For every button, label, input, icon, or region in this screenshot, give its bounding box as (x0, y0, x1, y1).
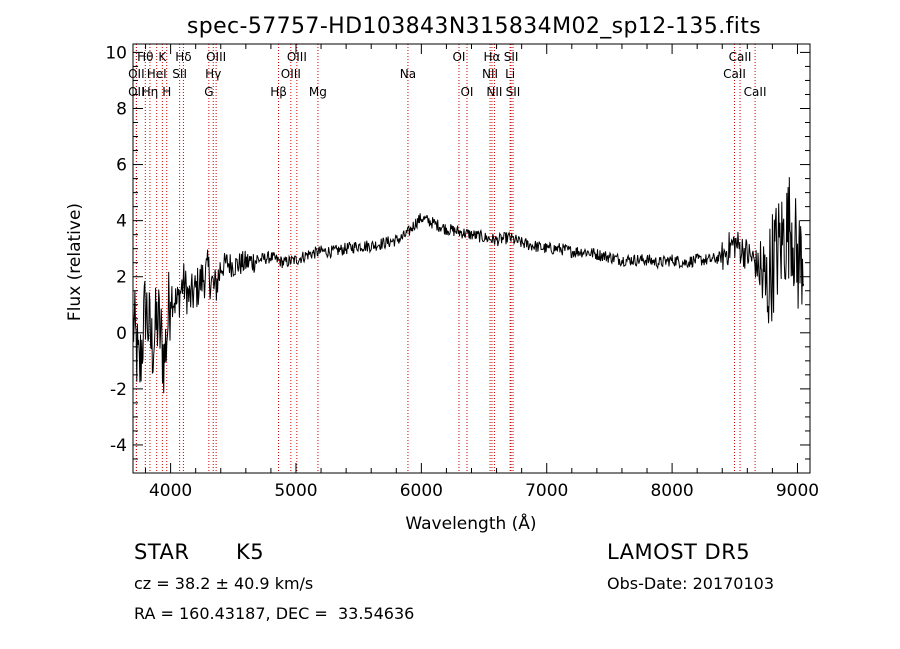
y-tick-label: -2 (110, 380, 127, 400)
line-label: CaII (729, 50, 752, 64)
obs-date: Obs-Date: 20170103 (607, 574, 775, 593)
line-label: OII (128, 67, 145, 81)
line-label: Hβ (270, 85, 287, 99)
line-label: NII (486, 85, 502, 99)
x-tick-label: 5000 (274, 481, 317, 501)
x-tick-label: 4000 (149, 481, 192, 501)
y-tick-label: 10 (105, 43, 127, 63)
y-axis-label: Flux (relative) (65, 203, 85, 321)
redshift-readout: cz = 38.2 ± 40.9 km/s (134, 574, 314, 593)
line-label: OII (128, 85, 145, 99)
x-tick-label: 9000 (776, 481, 819, 501)
line-label: Hα (483, 50, 500, 64)
spectral-line-labels: Hθ OII OII K HeI Hη H Hδ SII OIII Hγ G OIII OIII Hβ Mg N… (128, 50, 766, 99)
line-label: CaII (723, 67, 746, 81)
line-label: OIII (287, 50, 307, 64)
plot-frame (132, 43, 811, 474)
line-label: OI (460, 85, 473, 99)
line-label: K (158, 50, 167, 64)
line-label: NII (482, 67, 498, 81)
x-tick-label: 7000 (525, 481, 568, 501)
x-tick-label: 8000 (650, 481, 693, 501)
object-class: STAR (134, 540, 190, 564)
line-label: Mg (309, 85, 327, 99)
y-tick-label: 2 (116, 268, 127, 288)
y-tick-label: 4 (116, 212, 127, 232)
line-label: Hθ (137, 50, 153, 64)
line-label: OI (452, 50, 465, 64)
line-label: Hη (142, 85, 159, 99)
line-label: G (204, 85, 213, 99)
coordinates: RA = 160.43187, DEC = 33.54636 (134, 604, 415, 623)
y-axis: -4 -2 0 2 4 6 8 10 (105, 43, 810, 460)
line-label: OIII (281, 67, 301, 81)
x-tick-label: 6000 (400, 481, 443, 501)
object-subclass: K5 (236, 540, 265, 564)
spectrum-line (132, 177, 805, 394)
line-label: SII (172, 67, 187, 81)
line-label: Hγ (205, 67, 221, 81)
x-axis-label: Wavelength (Å) (405, 512, 536, 534)
x-axis: 4000 5000 6000 7000 8000 9000 (145, 44, 819, 501)
spectrum-series (132, 177, 805, 394)
y-tick-label: 8 (116, 99, 127, 119)
y-tick-label: -4 (110, 436, 127, 456)
y-tick-label: 6 (116, 156, 127, 176)
chart-title: spec-57757-HD103843N315834M02_sp12-135.f… (187, 14, 761, 39)
line-label: Na (400, 67, 416, 81)
y-tick-label: 0 (116, 324, 127, 344)
line-label: Hδ (175, 50, 191, 64)
survey-name: LAMOST DR5 (607, 540, 751, 564)
line-label: HeI (147, 67, 167, 81)
line-label: SII (504, 50, 519, 64)
line-label: SII (506, 85, 521, 99)
line-label: CaII (744, 85, 767, 99)
line-label: H (162, 85, 171, 99)
spectral-line-markers (135, 44, 756, 473)
line-label: Li (505, 67, 515, 81)
line-label: OIII (206, 50, 226, 64)
